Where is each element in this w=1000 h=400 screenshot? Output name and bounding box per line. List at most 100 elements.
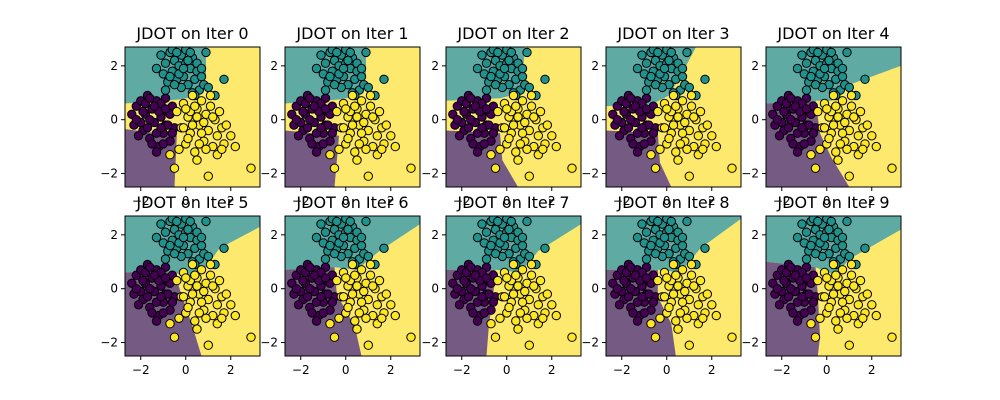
data-point-class-2 xyxy=(662,104,672,114)
data-point-class-2 xyxy=(526,270,537,280)
data-point-class-2 xyxy=(196,265,207,275)
data-point-class-2 xyxy=(542,289,552,299)
data-point-class-2 xyxy=(673,155,683,165)
data-point-class-2 xyxy=(567,163,577,173)
data-point-class-2 xyxy=(837,128,848,138)
data-point-class-2 xyxy=(682,313,692,323)
data-point-class-1 xyxy=(700,74,710,85)
data-point-class-2 xyxy=(664,133,674,144)
data-point-class-2 xyxy=(858,144,868,155)
data-point-class-2 xyxy=(522,144,532,155)
data-point-class-2 xyxy=(693,300,703,310)
data-point-class-2 xyxy=(386,300,396,310)
data-point-class-0 xyxy=(772,284,782,294)
data-point-class-2 xyxy=(356,297,367,307)
data-point-class-2 xyxy=(201,144,211,155)
data-point-class-0 xyxy=(619,106,629,117)
data-point-class-2 xyxy=(653,106,663,117)
subplot-iter-8: JDOT on Iter 8−2 0 2−202 xyxy=(581,193,742,377)
data-point-class-2 xyxy=(221,289,232,299)
data-point-class-2 xyxy=(828,289,839,299)
data-point-class-2 xyxy=(356,128,367,138)
x-tick-label: 0 xyxy=(503,363,511,377)
data-point-class-0 xyxy=(466,284,476,294)
data-point-class-0 xyxy=(151,316,162,326)
subplot-iter-1: JDOT on Iter 1 −2 0 2 −2 0 2 xyxy=(260,24,421,208)
data-point-class-2 xyxy=(862,120,872,130)
data-point-class-0 xyxy=(160,104,171,114)
data-point-class-1 xyxy=(325,71,335,82)
data-point-class-2 xyxy=(406,332,416,342)
data-point-class-2 xyxy=(655,313,665,323)
data-point-class-2 xyxy=(828,120,839,130)
data-point-class-2 xyxy=(329,332,340,342)
data-point-class-1 xyxy=(165,71,175,82)
data-point-class-2 xyxy=(511,101,521,111)
data-point-class-0 xyxy=(298,106,308,117)
data-point-class-0 xyxy=(472,316,483,326)
axes-frame xyxy=(765,46,902,188)
y-tick-label: −2 xyxy=(260,167,278,181)
data-point-class-2 xyxy=(493,106,503,117)
data-point-class-0 xyxy=(459,275,469,286)
y-tick-label: −2 xyxy=(260,336,278,350)
data-point-class-1 xyxy=(819,63,830,74)
data-point-class-2 xyxy=(217,144,227,155)
data-point-class-1 xyxy=(172,47,182,58)
data-point-class-2 xyxy=(196,128,207,138)
data-point-class-0 xyxy=(149,270,160,280)
data-point-class-1 xyxy=(345,216,355,227)
data-point-class-0 xyxy=(311,147,322,157)
data-point-class-2 xyxy=(192,324,202,334)
data-point-class-2 xyxy=(187,259,198,270)
data-point-class-1 xyxy=(160,227,171,237)
data-point-class-2 xyxy=(178,123,189,133)
data-point-class-0 xyxy=(320,273,331,283)
data-point-class-2 xyxy=(822,273,832,283)
x-tick-label: 2 xyxy=(868,363,876,377)
y-tick-label: 2 xyxy=(591,59,599,73)
data-point-class-0 xyxy=(131,115,142,125)
data-point-class-1 xyxy=(201,216,211,227)
data-point-class-2 xyxy=(205,270,216,280)
subplot-title: JDOT on Iter 9 xyxy=(776,193,889,212)
data-point-class-0 xyxy=(151,147,162,157)
data-point-class-0 xyxy=(614,300,625,310)
data-point-class-1 xyxy=(151,63,162,74)
data-point-class-0 xyxy=(479,308,489,318)
data-point-class-0 xyxy=(307,139,317,149)
data-point-class-0 xyxy=(309,101,319,111)
data-point-class-1 xyxy=(493,47,503,58)
data-point-class-2 xyxy=(230,310,241,321)
data-point-class-2 xyxy=(499,292,510,302)
data-point-class-0 xyxy=(792,316,803,326)
data-point-class-0 xyxy=(788,139,798,149)
data-point-class-2 xyxy=(689,281,699,291)
y-tick-label: −2 xyxy=(741,336,759,350)
data-point-class-1 xyxy=(338,232,349,243)
data-point-class-0 xyxy=(138,275,148,286)
x-tick-label: −2 xyxy=(292,194,310,208)
x-tick-label: −2 xyxy=(453,194,471,208)
data-point-class-1 xyxy=(659,232,670,243)
data-point-class-0 xyxy=(628,139,638,149)
data-point-class-0 xyxy=(156,292,166,302)
data-point-class-2 xyxy=(190,316,200,326)
subplot-title: JDOT on Iter 3 xyxy=(616,24,729,43)
x-tick-label: 0 xyxy=(503,194,511,208)
data-point-class-1 xyxy=(801,227,812,237)
data-point-class-0 xyxy=(783,123,794,133)
data-point-class-2 xyxy=(673,324,683,334)
data-point-class-2 xyxy=(504,133,514,144)
data-point-class-2 xyxy=(490,332,501,342)
data-point-class-1 xyxy=(659,63,670,74)
data-point-class-1 xyxy=(540,74,550,85)
data-point-class-2 xyxy=(196,297,207,307)
data-point-class-2 xyxy=(824,133,834,144)
data-point-class-0 xyxy=(160,273,171,283)
data-point-class-0 xyxy=(149,101,160,111)
data-point-class-2 xyxy=(849,112,859,122)
data-point-class-1 xyxy=(837,71,848,82)
data-point-class-2 xyxy=(846,101,857,111)
data-point-class-1 xyxy=(196,71,207,82)
